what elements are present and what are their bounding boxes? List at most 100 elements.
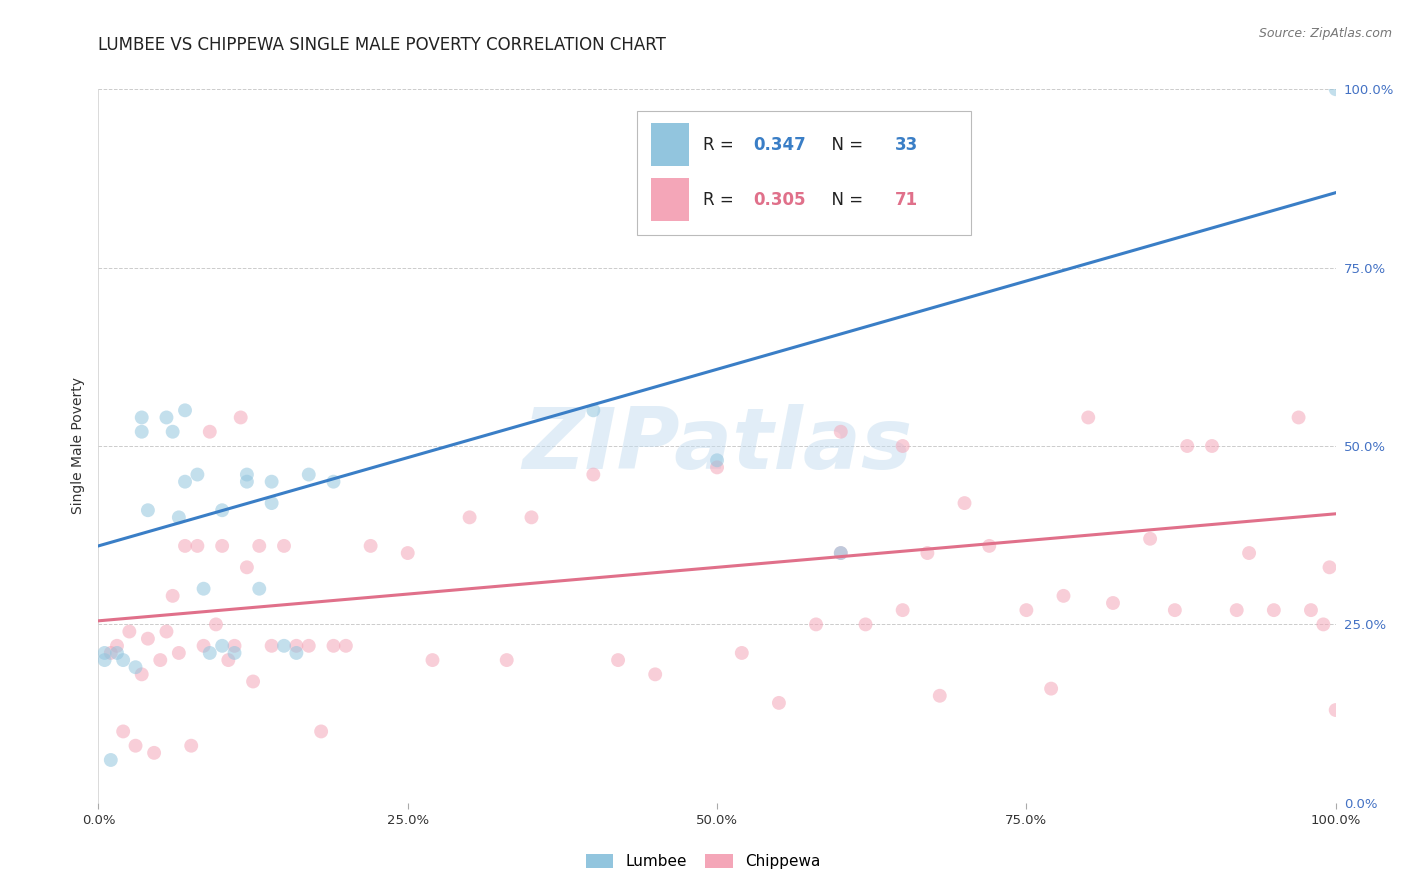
Text: R =: R =	[703, 136, 740, 153]
Point	[273, 539, 295, 553]
Point	[1324, 82, 1347, 96]
Point	[285, 639, 308, 653]
FancyBboxPatch shape	[651, 123, 689, 166]
Point	[322, 639, 344, 653]
Point	[136, 503, 159, 517]
Point	[891, 439, 914, 453]
Point	[1237, 546, 1260, 560]
Point	[93, 646, 115, 660]
Text: 0.305: 0.305	[754, 191, 806, 209]
Point	[285, 646, 308, 660]
Point	[1324, 703, 1347, 717]
Point	[174, 539, 197, 553]
Point	[917, 546, 939, 560]
Text: N =: N =	[821, 136, 869, 153]
Point	[1052, 589, 1074, 603]
Y-axis label: Single Male Poverty: Single Male Poverty	[72, 377, 86, 515]
Point	[211, 639, 233, 653]
Point	[224, 639, 246, 653]
Point	[186, 539, 208, 553]
Point	[155, 624, 177, 639]
Point	[804, 617, 827, 632]
Point	[1319, 560, 1341, 574]
Point	[298, 467, 321, 482]
Point	[174, 475, 197, 489]
Point	[1139, 532, 1161, 546]
Point	[167, 646, 190, 660]
Text: Source: ZipAtlas.com: Source: ZipAtlas.com	[1258, 27, 1392, 40]
Point	[891, 603, 914, 617]
Point	[224, 646, 246, 660]
Point	[1288, 410, 1310, 425]
Point	[1263, 603, 1285, 617]
Point	[273, 639, 295, 653]
Point	[124, 739, 146, 753]
Point	[193, 582, 215, 596]
Point	[1299, 603, 1322, 617]
Point	[198, 646, 221, 660]
Text: 0.347: 0.347	[754, 136, 806, 153]
Point	[1175, 439, 1198, 453]
Point	[495, 653, 517, 667]
Point	[167, 510, 190, 524]
Point	[236, 560, 259, 574]
Point	[112, 724, 135, 739]
Point	[162, 425, 184, 439]
Text: R =: R =	[703, 191, 740, 209]
Point	[731, 646, 754, 660]
Point	[830, 425, 852, 439]
Point	[211, 539, 233, 553]
Point	[100, 646, 122, 660]
Point	[229, 410, 252, 425]
Point	[1201, 439, 1223, 453]
FancyBboxPatch shape	[651, 178, 689, 221]
Point	[582, 403, 605, 417]
Point	[247, 582, 270, 596]
Point	[186, 467, 208, 482]
Point	[260, 639, 283, 653]
Point	[162, 589, 184, 603]
Point	[855, 617, 877, 632]
Point	[298, 639, 321, 653]
Point	[205, 617, 228, 632]
Point	[236, 475, 259, 489]
Point	[706, 460, 728, 475]
Point	[830, 546, 852, 560]
Text: N =: N =	[821, 191, 869, 209]
Point	[217, 653, 239, 667]
Point	[174, 403, 197, 417]
Point	[1312, 617, 1334, 632]
Point	[1226, 603, 1249, 617]
Point	[396, 546, 419, 560]
Point	[143, 746, 166, 760]
Text: 71: 71	[896, 191, 918, 209]
Point	[335, 639, 357, 653]
Point	[118, 624, 141, 639]
Point	[131, 410, 153, 425]
Point	[93, 653, 115, 667]
Point	[1040, 681, 1063, 696]
Point	[309, 724, 332, 739]
Point	[131, 425, 153, 439]
Point	[520, 510, 543, 524]
Point	[180, 739, 202, 753]
Point	[193, 639, 215, 653]
Point	[953, 496, 976, 510]
Text: LUMBEE VS CHIPPEWA SINGLE MALE POVERTY CORRELATION CHART: LUMBEE VS CHIPPEWA SINGLE MALE POVERTY C…	[98, 36, 666, 54]
Point	[360, 539, 382, 553]
Point	[100, 753, 122, 767]
Point	[105, 646, 128, 660]
Text: 33: 33	[896, 136, 918, 153]
Point	[322, 475, 344, 489]
Point	[458, 510, 481, 524]
Point	[1164, 603, 1187, 617]
Text: ZIPatlas: ZIPatlas	[522, 404, 912, 488]
Point	[247, 539, 270, 553]
Point	[155, 410, 177, 425]
Point	[260, 475, 283, 489]
Point	[242, 674, 264, 689]
Point	[112, 653, 135, 667]
Point	[260, 496, 283, 510]
Point	[1015, 603, 1038, 617]
Point	[644, 667, 666, 681]
